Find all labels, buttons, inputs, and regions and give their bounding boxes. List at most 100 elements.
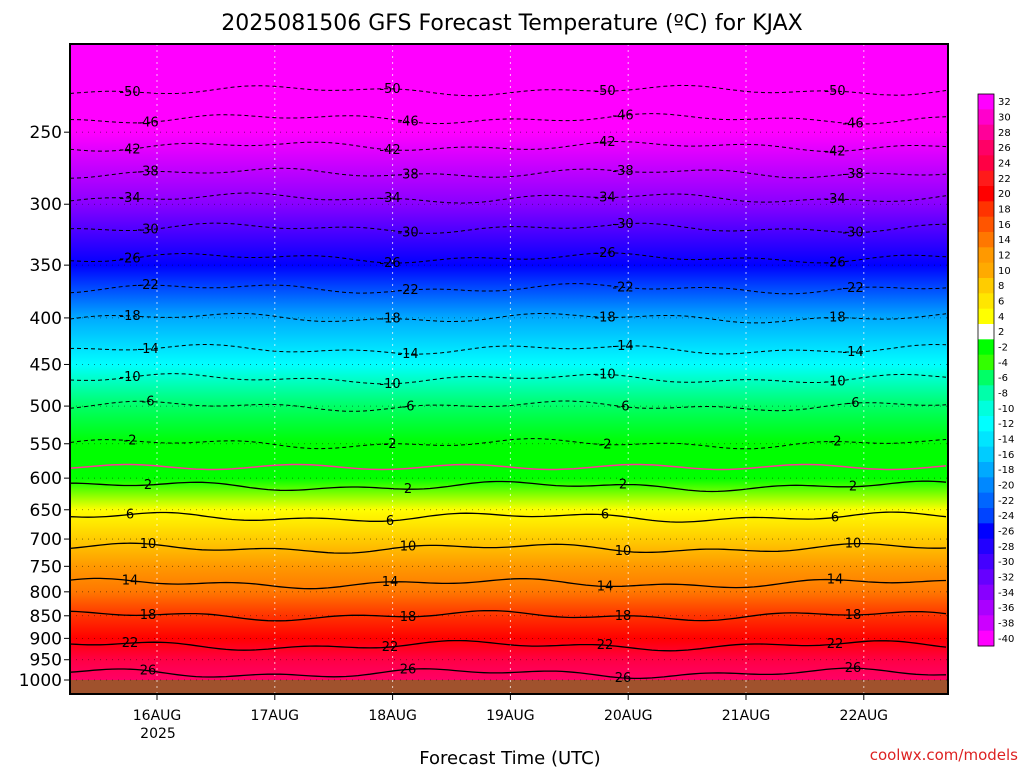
contour-line	[70, 609, 947, 622]
contour-label: 14	[597, 579, 614, 594]
plot-frame	[69, 43, 949, 695]
colorbar-swatch	[978, 201, 994, 218]
y-tick-label: 700	[30, 530, 62, 550]
contour-label: -10	[379, 377, 400, 392]
contour-label: -18	[379, 312, 400, 327]
contour-label: 2	[404, 482, 412, 497]
y-tick-label: 250	[30, 123, 62, 143]
colorbar-swatch	[978, 339, 994, 356]
y-tick-label: 1000	[19, 671, 62, 691]
colorbar-label: -12	[998, 419, 1014, 430]
x-tick-label: 22AUG	[840, 708, 889, 724]
contour-line	[70, 542, 947, 554]
x-axis-year: 2025	[140, 726, 176, 742]
colorbar-swatch	[978, 124, 994, 141]
contour-label: 26	[400, 662, 417, 677]
y-tick-label: 500	[30, 397, 62, 417]
credit-link[interactable]: coolwx.com/models	[870, 746, 1018, 764]
contour-label: -30	[397, 225, 418, 240]
colorbar-label: -32	[998, 573, 1014, 584]
y-tick-label: 550	[30, 435, 62, 455]
contour-label: -26	[119, 252, 140, 267]
contour-label: -26	[379, 256, 400, 271]
colorbar-swatch	[978, 324, 994, 340]
contour-label: -30	[612, 217, 633, 232]
contour-label: -50	[824, 84, 845, 99]
colorbar-swatch	[978, 308, 994, 325]
colorbar-label: -14	[998, 435, 1014, 446]
contour-label: -38	[842, 167, 863, 182]
colorbar-swatch	[978, 354, 994, 371]
contour-label: 18	[400, 610, 417, 625]
contour-label: -2	[384, 437, 397, 452]
contour-label: -6	[617, 400, 630, 415]
colorbar-swatch	[978, 615, 994, 632]
colorbar-swatch	[978, 170, 994, 187]
contour-line	[70, 480, 947, 493]
y-tick-label: 800	[30, 583, 62, 603]
contour-label: -34	[119, 191, 140, 206]
contour-label: 18	[845, 608, 862, 623]
x-tick-label: 19AUG	[486, 708, 535, 724]
contour-label: -10	[594, 367, 615, 382]
y-tick-label: 600	[30, 469, 62, 489]
contour-label: 14	[827, 573, 844, 588]
colorbar-label: 18	[998, 205, 1011, 216]
colorbar-swatch	[978, 400, 994, 417]
contour-label: -26	[594, 246, 615, 261]
contour-line	[70, 577, 947, 590]
contour-label: -46	[842, 117, 863, 132]
colorbar-label: -4	[998, 358, 1008, 369]
contour-label: -10	[824, 374, 845, 389]
contour-label: 14	[122, 574, 139, 589]
colorbar-frame	[977, 93, 995, 647]
y-axis: 2503003504004505005506006507007508008509…	[19, 123, 70, 691]
colorbar-swatch	[978, 569, 994, 586]
contour-label: -34	[594, 191, 615, 206]
colorbar-label: 32	[998, 97, 1011, 108]
contour-label: -50	[594, 84, 615, 99]
colorbar-label: 8	[998, 281, 1004, 292]
colorbar-swatch	[978, 462, 994, 478]
contour-label: -50	[119, 85, 140, 100]
y-tick-label: 400	[30, 309, 62, 329]
y-tick-label: 850	[30, 607, 62, 627]
contour-label: -22	[842, 281, 863, 296]
plot-area: -50 -50 -50 -50 -46 -46 -46 -46 -42 -42 -42 -42 -38 -…	[70, 44, 948, 694]
colorbar-swatch	[978, 293, 994, 310]
colorbar-swatch	[978, 370, 994, 386]
contour-label: -22	[612, 280, 633, 295]
contour-label: -42	[594, 135, 615, 150]
contour-label: 18	[140, 608, 157, 623]
contour-label: -26	[824, 256, 845, 271]
colorbar-swatch	[978, 232, 994, 248]
colorbar-label: 20	[998, 189, 1011, 200]
contour-label: -6	[402, 399, 415, 414]
colorbar-label: 10	[998, 266, 1011, 277]
contour-label: -34	[379, 191, 400, 206]
contour-label: 22	[827, 637, 844, 652]
colorbar-label: -8	[998, 389, 1008, 400]
colorbar-swatch	[978, 431, 994, 448]
contour-lines: -50 -50 -50 -50 -46 -46 -46 -46 -42 -42 -42 -42 -38 -…	[70, 82, 947, 686]
contour-label: -2	[829, 435, 842, 450]
contour-line	[70, 639, 947, 652]
contour-label: -42	[824, 144, 845, 159]
contour-label: 6	[601, 508, 609, 523]
contour-label: 6	[831, 511, 839, 526]
contour-label: -42	[379, 143, 400, 158]
contour-label: -46	[137, 116, 158, 131]
colorbar-swatch	[978, 385, 994, 402]
contour-label: 6	[386, 514, 394, 529]
colorbar-label: 2	[998, 327, 1004, 338]
colorbar-swatch	[978, 94, 994, 110]
freezing-line	[70, 463, 947, 471]
colorbar-label: -20	[998, 481, 1014, 492]
contour-label: -14	[397, 347, 418, 362]
contour-label: -22	[137, 278, 158, 293]
contour-label: 26	[845, 661, 862, 676]
contour-label: -10	[119, 370, 140, 385]
ground-band	[70, 680, 948, 694]
contour-label: -18	[119, 309, 140, 324]
